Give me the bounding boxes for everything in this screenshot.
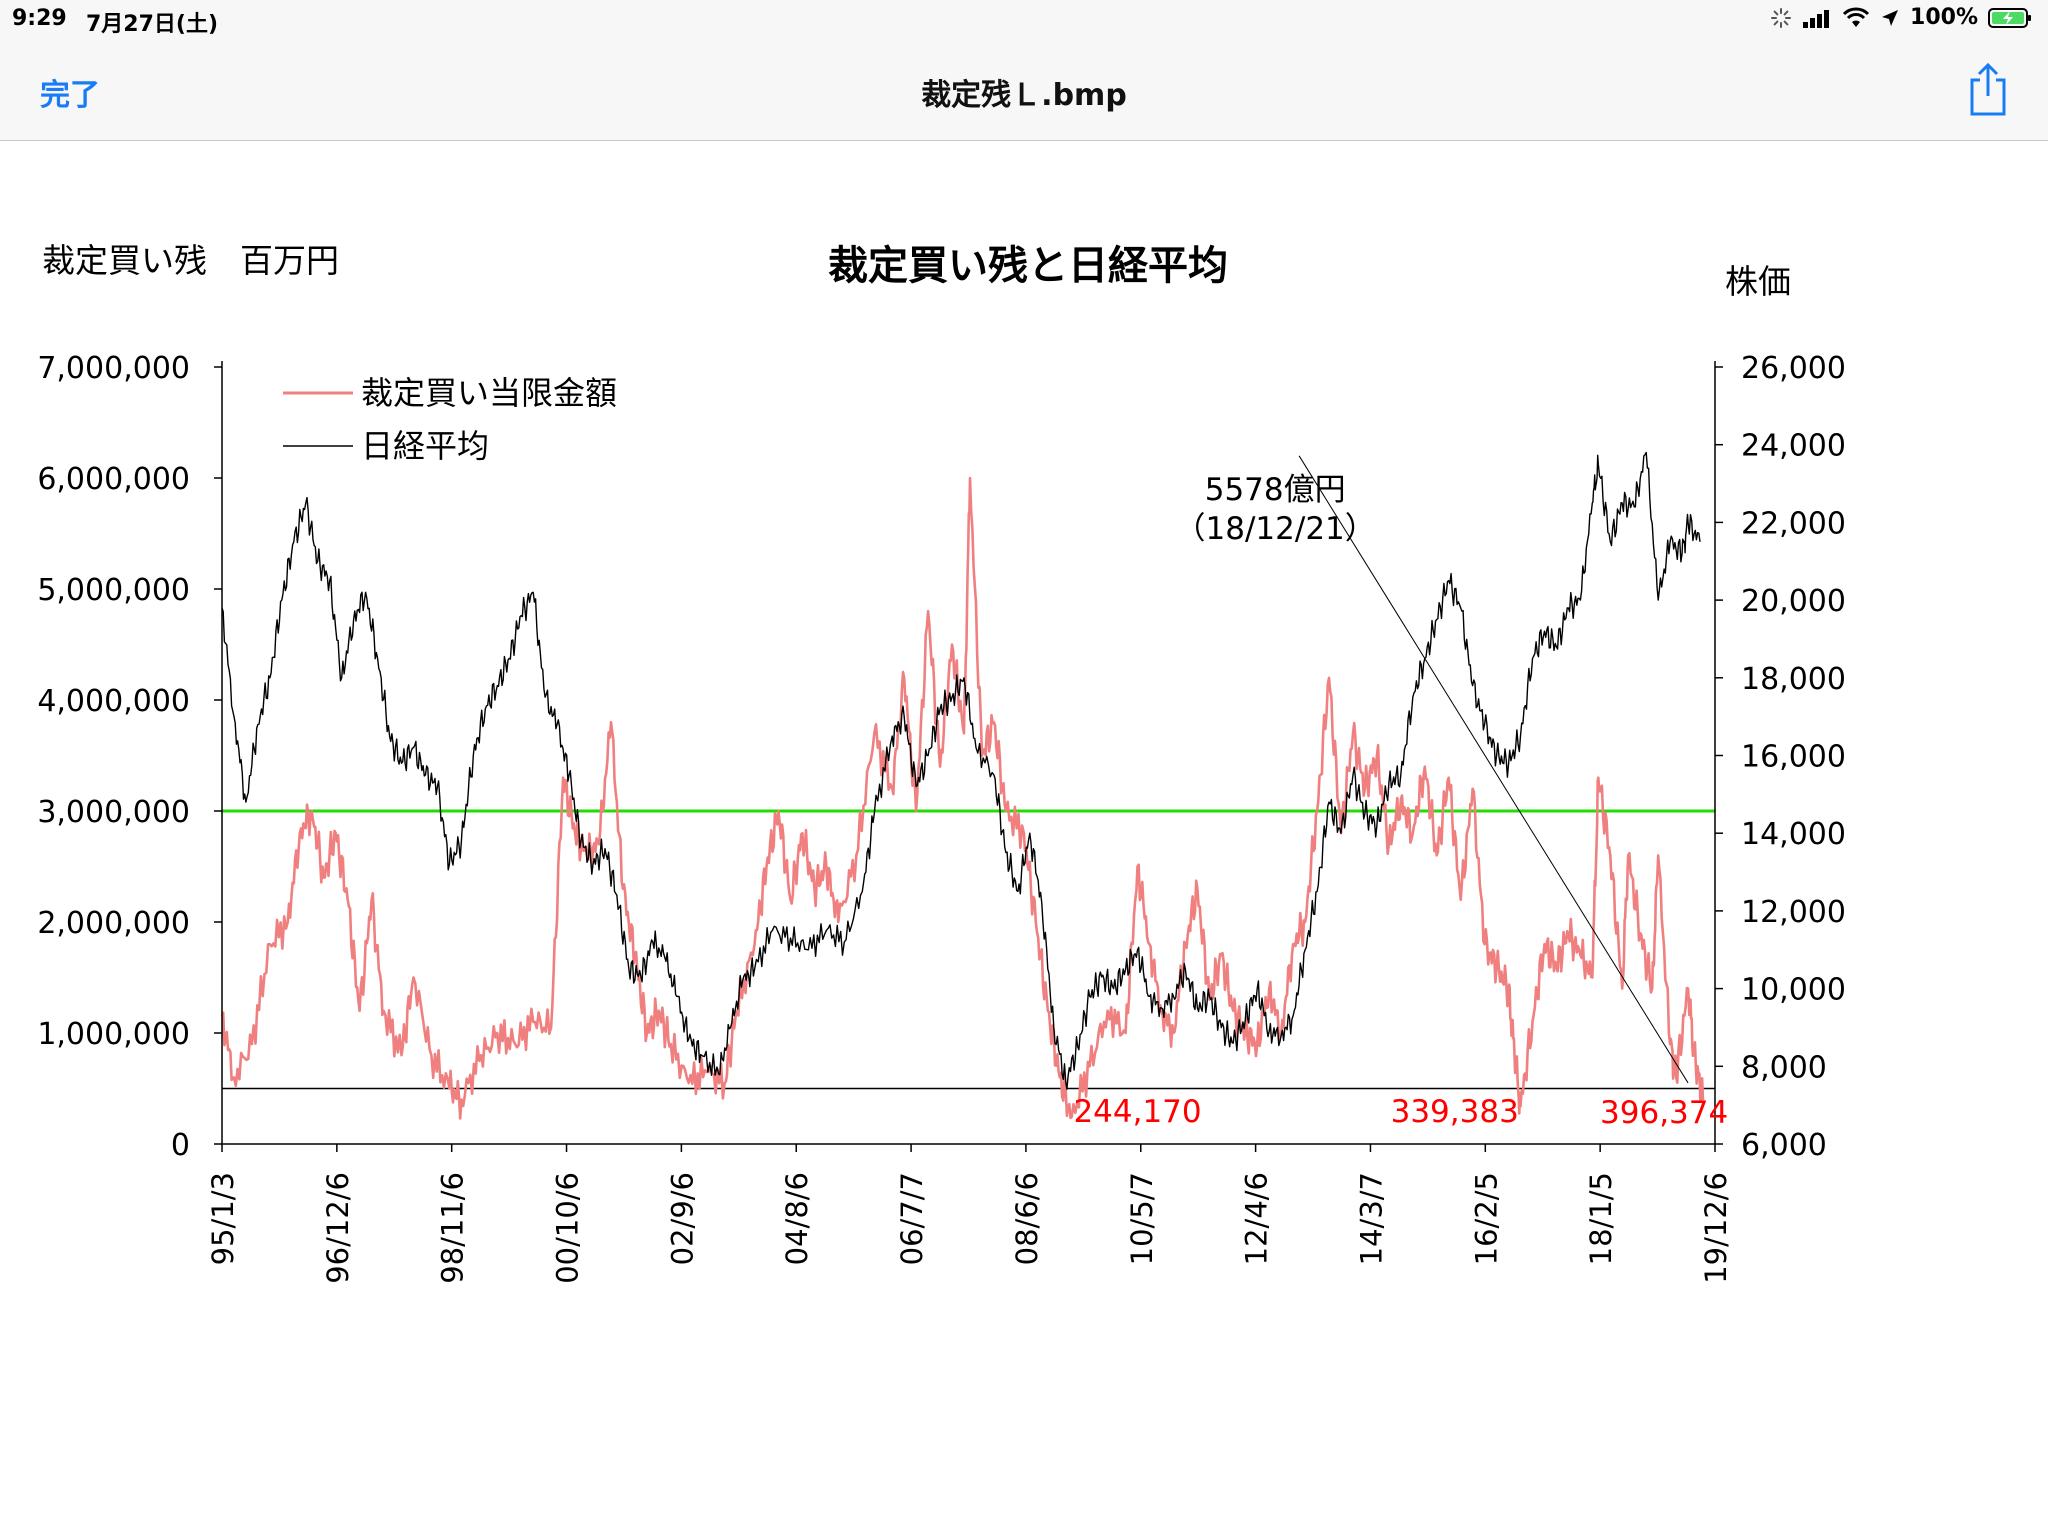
annotation-label: 244,170 bbox=[1073, 1094, 1201, 1130]
share-icon bbox=[1970, 62, 2006, 116]
chart-title: 裁定買い残と日経平均 bbox=[828, 243, 1228, 289]
right-axis-label: 株価 bbox=[1725, 262, 1791, 301]
x-tick-label: 06/7/7 bbox=[895, 1172, 929, 1265]
battery-percentage: 100% bbox=[1910, 5, 1978, 30]
x-tick-label: 95/1/3 bbox=[206, 1172, 240, 1265]
series-line-arbitrage-buy bbox=[220, 476, 1705, 1120]
location-arrow-icon bbox=[1882, 9, 1899, 26]
annotation-label: （18/12/21） bbox=[1175, 511, 1376, 547]
x-tick-label: 16/2/5 bbox=[1469, 1172, 1503, 1265]
x-tick-label: 08/6/6 bbox=[1010, 1172, 1044, 1265]
annotation-label: 5578億円 bbox=[1205, 472, 1346, 508]
x-tick-label: 04/8/6 bbox=[780, 1172, 814, 1265]
status-bar: 9:29 7月27日(土) 100% bbox=[0, 0, 2048, 40]
series-line-nikkei bbox=[221, 451, 1701, 1090]
right-tick-label: 14,000 bbox=[1741, 817, 1846, 852]
legend-label-nikkei: 日経平均 bbox=[361, 427, 489, 465]
right-tick-label: 10,000 bbox=[1741, 973, 1846, 1008]
left-axis-label: 裁定買い残 百万円 bbox=[42, 241, 339, 280]
done-button[interactable]: 完了 bbox=[40, 78, 100, 113]
x-tick-label: 19/12/6 bbox=[1699, 1172, 1733, 1284]
status-icons: 100% bbox=[1770, 5, 2032, 30]
activity-icon bbox=[1771, 7, 1792, 28]
x-tick-label: 00/10/6 bbox=[551, 1172, 585, 1284]
right-tick-label: 6,000 bbox=[1741, 1128, 1827, 1163]
right-tick-label: 20,000 bbox=[1741, 584, 1846, 619]
left-tick-label: 6,000,000 bbox=[37, 462, 190, 497]
battery-charging-icon bbox=[1988, 7, 2031, 28]
annotation-label: 339,383 bbox=[1391, 1094, 1519, 1130]
annotation-label: 396,374 bbox=[1600, 1095, 1728, 1131]
left-tick-label: 3,000,000 bbox=[37, 795, 190, 830]
status-date: 7月27日(土) bbox=[86, 12, 219, 37]
right-tick-label: 12,000 bbox=[1741, 895, 1846, 930]
share-button[interactable] bbox=[1968, 62, 2008, 120]
legend-label-arbitrage-buy: 裁定買い当限金額 bbox=[361, 374, 617, 412]
left-tick-label: 0 bbox=[171, 1128, 190, 1163]
right-tick-label: 16,000 bbox=[1741, 740, 1846, 775]
left-tick-label: 5,000,000 bbox=[37, 573, 190, 608]
left-tick-label: 7,000,000 bbox=[37, 351, 190, 386]
x-tick-label: 14/3/7 bbox=[1354, 1172, 1388, 1265]
right-tick-label: 26,000 bbox=[1741, 351, 1846, 386]
chart: 7,000,000 6,000,000 5,000,000 4,000,000 3,00… bbox=[37, 241, 1846, 1284]
right-tick-label: 22,000 bbox=[1741, 506, 1846, 541]
right-tick-label: 24,000 bbox=[1741, 429, 1846, 464]
x-tick-label: 10/5/7 bbox=[1125, 1172, 1159, 1265]
wifi-icon bbox=[1842, 7, 1870, 27]
status-time: 9:29 bbox=[12, 6, 67, 31]
right-tick-label: 8,000 bbox=[1741, 1050, 1827, 1085]
right-tick-label: 18,000 bbox=[1741, 662, 1846, 697]
x-tick-label: 12/4/6 bbox=[1240, 1172, 1274, 1265]
document-title: 裁定残Ｌ.bmp bbox=[921, 78, 1127, 113]
signal-icon bbox=[1803, 9, 1830, 28]
x-tick-label: 98/11/6 bbox=[436, 1172, 470, 1284]
trend-line bbox=[1298, 455, 1689, 1084]
x-tick-label: 02/9/6 bbox=[665, 1172, 699, 1265]
x-tick-label: 96/12/6 bbox=[321, 1172, 355, 1284]
image-viewer: 7,000,000 6,000,000 5,000,000 4,000,000 3,00… bbox=[0, 141, 2048, 1536]
left-tick-label: 1,000,000 bbox=[37, 1017, 190, 1052]
left-tick-label: 4,000,000 bbox=[37, 684, 190, 719]
x-tick-label: 18/1/5 bbox=[1584, 1172, 1618, 1265]
left-tick-label: 2,000,000 bbox=[37, 906, 190, 941]
navigation-bar: 完了 裁定残Ｌ.bmp bbox=[0, 40, 2048, 141]
